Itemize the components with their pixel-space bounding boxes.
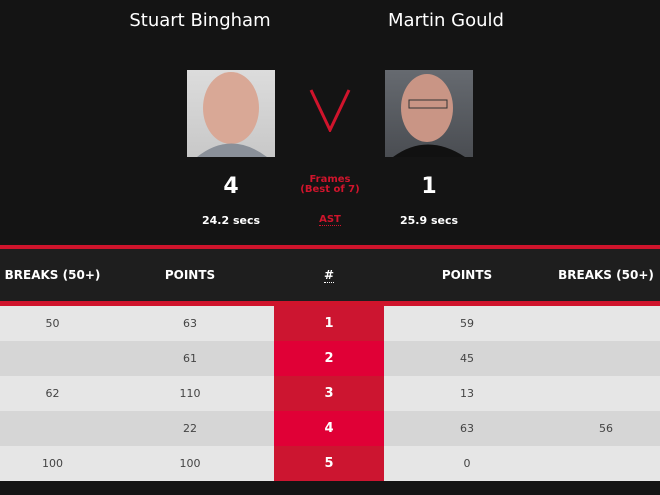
divider [0,245,660,249]
table-row: 22 4 63 56 [0,411,660,446]
player2-photo [385,70,473,157]
frames-label: Frames [309,174,351,185]
ast-abbreviation[interactable]: AST [319,214,341,226]
table-row: 100 100 5 0 [0,446,660,481]
versus-mark [309,89,351,132]
cell-p1-points: 110 [179,387,201,400]
cell-p2-breaks [552,306,660,341]
cell-frame: 1 [274,306,384,341]
player2-frames: 1 [421,174,437,199]
cell-p2-points: 0 [463,457,471,470]
cell-p1-breaks: 100 [42,457,63,470]
cell-p2-points: 63 [460,422,474,435]
cell-p1-points: 22 [183,422,197,435]
player1-ast: 24.2 secs [201,214,261,227]
table-row: 61 2 45 [0,341,660,376]
cell-p1-breaks: 62 [45,387,60,400]
player2-ast: 25.9 secs [399,214,459,227]
table-header: BREAKS (50+) POINTS # POINTS BREAKS (50+… [0,249,660,301]
cell-p1-points: 63 [183,317,197,330]
player1-photo [187,70,275,157]
cell-p2-points: 45 [460,352,474,365]
cell-p1-breaks [0,341,105,376]
cell-frame: 5 [274,446,384,481]
header-p2-points: POINTS [441,268,493,282]
player1-frames: 4 [223,174,239,199]
cell-frame: 4 [274,411,384,446]
cell-p1-breaks: 50 [45,317,60,330]
cell-p2-points: 13 [460,387,474,400]
cell-p1-breaks [0,411,105,446]
cell-frame: 3 [274,376,384,411]
header-p1-points: POINTS [164,268,216,282]
divider [0,301,660,306]
header-frame-number[interactable]: # [323,268,335,283]
table-row: 62 110 3 13 [0,376,660,411]
cell-p1-points: 100 [179,457,201,470]
best-of-label: (Best of 7) [300,184,360,195]
header-p2-breaks: BREAKS (50+) [558,268,654,282]
cell-frame: 2 [274,341,384,376]
cell-p1-points: 61 [183,352,197,365]
cell-p2-points: 59 [460,317,474,330]
header-p1-breaks: BREAKS (50+) [4,268,101,282]
table-row: 50 63 1 59 [0,306,660,341]
cell-p2-breaks [552,376,660,411]
cell-p2-breaks [552,446,660,481]
player1-name: Stuart Bingham [129,10,271,31]
player2-name: Martin Gould [388,10,504,31]
cell-p2-breaks [552,341,660,376]
cell-p2-breaks: 56 [599,422,613,435]
